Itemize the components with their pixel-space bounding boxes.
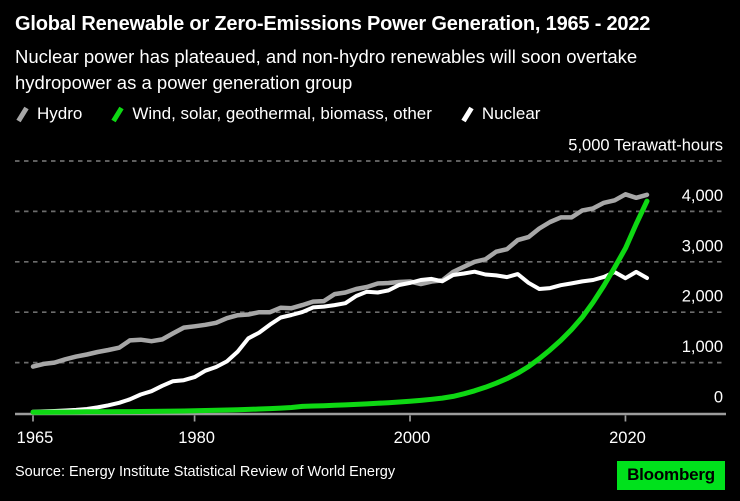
legend-label-hydro: Hydro	[37, 104, 83, 123]
legend: Hydro Wind, solar, geothermal, biomass, …	[15, 104, 540, 124]
legend-item-wind-solar: Wind, solar, geothermal, biomass, other	[110, 104, 432, 124]
y-axis-unit-label: 5,000 Terawatt-hours	[568, 137, 723, 155]
page-title: Global Renewable or Zero-Emissions Power…	[15, 13, 651, 35]
legend-label-wind-solar: Wind, solar, geothermal, biomass, other	[132, 104, 432, 123]
y-tick-label-4000: 4,000	[682, 187, 723, 205]
chart-subtitle: Nuclear power has plateaued, and non-hyd…	[15, 46, 638, 93]
source-credit: Source: Energy Institute Statistical Rev…	[15, 464, 396, 480]
x-tick-label-1965: 1965	[17, 429, 54, 447]
y-tick-label-0: 0	[714, 389, 723, 407]
nuclear-line-swatch-icon	[461, 106, 474, 122]
hydro-line-swatch-icon	[16, 106, 29, 122]
wind-solar-line-swatch-icon	[111, 106, 124, 122]
legend-item-hydro: Hydro	[15, 104, 82, 124]
nuclear-line	[31, 269, 649, 414]
legend-label-nuclear: Nuclear	[481, 104, 541, 123]
y-tick-label-2000: 2,000	[682, 288, 723, 306]
y-tick-label-3000: 3,000	[682, 237, 723, 255]
hydro-line	[30, 192, 650, 369]
x-tick-label-2000: 2000	[394, 429, 431, 447]
x-tick-label-2020: 2020	[609, 429, 646, 447]
wind-solar-geothermal-biomass-other-line	[30, 198, 650, 415]
legend-item-nuclear: Nuclear	[460, 104, 541, 124]
bloomberg-logo: Bloomberg	[617, 461, 725, 490]
line-chart-canvas: 0 1,000 2,000 3,000 4,000 5,000 Terawatt-hour…	[15, 137, 726, 447]
x-tick-label-1980: 1980	[178, 429, 215, 447]
y-tick-label-1000: 1,000	[682, 338, 723, 356]
